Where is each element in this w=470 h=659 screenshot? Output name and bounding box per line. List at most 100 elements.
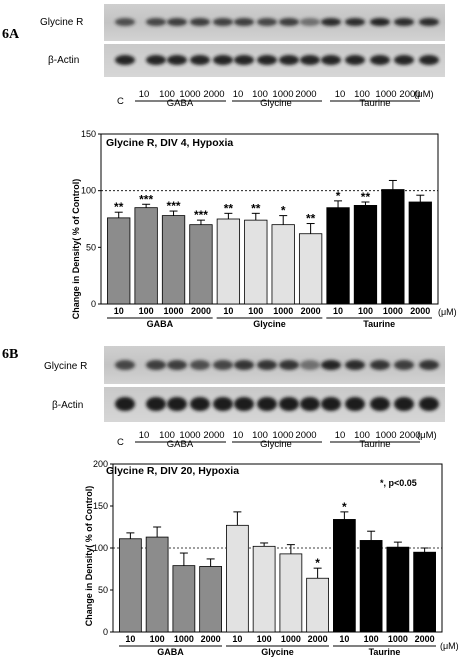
blot-band xyxy=(146,55,166,65)
chart-a-title: Glycine R, DIV 4, Hypoxia xyxy=(106,137,233,149)
blot-lane-label: 100 xyxy=(354,89,370,100)
y-tick-label: 150 xyxy=(81,129,96,139)
blot-b-control-label: C xyxy=(117,437,124,448)
blot-lane-label: 1000 xyxy=(375,430,396,441)
blot-band xyxy=(167,55,187,65)
blot-a-actin-bands xyxy=(115,55,439,65)
bar xyxy=(189,224,213,305)
x-tick-label: 2000 xyxy=(191,306,211,316)
blot-band xyxy=(370,55,390,65)
bar xyxy=(161,215,186,305)
y-tick-label: 0 xyxy=(91,299,96,309)
bar xyxy=(408,201,432,305)
chart-frame xyxy=(100,133,439,305)
x-tick-label: 10 xyxy=(339,634,349,644)
blot-band xyxy=(190,55,210,65)
bar xyxy=(145,536,169,633)
bar xyxy=(413,551,436,633)
blot-band xyxy=(257,18,277,26)
group-label: GABA xyxy=(157,647,184,657)
blot-band xyxy=(419,55,439,65)
chart-a-ylabel: Change in Density( % of Control) xyxy=(71,179,81,320)
blot-band xyxy=(370,18,390,26)
blot-band xyxy=(146,360,166,370)
blot-lane-label: 2000 xyxy=(295,89,316,100)
x-tick-label: 1000 xyxy=(164,306,184,316)
significance-marker: * xyxy=(281,204,286,218)
blot-band xyxy=(321,55,341,65)
blot-a-group-labels: GABA Glycine Taurine xyxy=(135,98,420,109)
significance-marker: * xyxy=(336,189,341,203)
blot-lane-label: 1000 xyxy=(375,89,396,100)
blot-band xyxy=(213,55,233,65)
chart-a: Glycine R, DIV 4, Hypoxia Change in Dens… xyxy=(71,129,457,329)
x-tick-label: 2000 xyxy=(201,634,221,644)
bar xyxy=(386,546,410,633)
blot-lane-label: 1000 xyxy=(179,89,200,100)
blot-lane-label: 2000 xyxy=(203,89,224,100)
bar xyxy=(353,204,378,305)
blot-band xyxy=(213,360,233,370)
x-tick-label: 10 xyxy=(114,306,124,316)
blot-band xyxy=(115,360,135,370)
chart-b-unit: (μM) xyxy=(440,641,459,651)
bar xyxy=(216,218,241,305)
blot-band xyxy=(370,360,390,370)
blot-lane-label: 10 xyxy=(335,89,346,100)
blot-band xyxy=(234,360,254,370)
blot-band xyxy=(345,18,365,26)
blot-b-actin-bands xyxy=(115,397,439,411)
blot-band xyxy=(190,397,210,411)
blot-lane-label: 100 xyxy=(159,430,175,441)
y-tick-label: 100 xyxy=(81,186,96,196)
blot-a-glycine-r-bands xyxy=(115,18,439,26)
blot-a-lane-labels: 10 100 1000 2000 10 100 1000 2000 10 100 1000 2000 xyxy=(139,89,421,100)
blot-lane-label: 2000 xyxy=(295,430,316,441)
x-tick-label: 1000 xyxy=(388,634,408,644)
blot-band xyxy=(321,360,341,370)
blot-band xyxy=(279,360,299,370)
bar xyxy=(134,207,158,305)
x-tick-label: 100 xyxy=(248,306,263,316)
blot-a-row-label-glycine-r: Glycine R xyxy=(40,17,83,28)
blot-lane-label: 10 xyxy=(335,430,346,441)
blot-b-row-label-actin: β-Actin xyxy=(52,400,83,411)
x-tick-label: 2000 xyxy=(301,306,321,316)
blot-b-unit: (μM) xyxy=(417,430,437,441)
chart-b-title: Glycine R, DIV 20, Hypoxia xyxy=(106,465,239,477)
blot-band xyxy=(234,55,254,65)
bar xyxy=(199,566,222,633)
significance-marker: ** xyxy=(251,201,261,215)
chart-b-significance-legend: *, p<0.05 xyxy=(380,478,417,488)
x-tick-label: 10 xyxy=(223,306,233,316)
y-tick-label: 100 xyxy=(93,543,108,553)
y-tick-label: 50 xyxy=(86,242,96,252)
chart-b: Glycine R, DIV 20, Hypoxia *, p<0.05 Cha… xyxy=(84,459,459,657)
x-tick-label: 100 xyxy=(139,306,154,316)
blot-band xyxy=(190,18,210,26)
blot-b-group-labels: GABA Glycine Taurine xyxy=(135,439,420,450)
bar xyxy=(107,217,131,305)
blot-band xyxy=(146,397,166,411)
significance-marker: *** xyxy=(167,199,181,213)
blot-band xyxy=(213,18,233,26)
blot-lane-label: 2000 xyxy=(203,430,224,441)
blot-group-label: Taurine xyxy=(359,98,390,109)
blot-band xyxy=(167,397,187,411)
bar xyxy=(326,207,350,305)
blot-band xyxy=(300,397,320,411)
blot-group-label: GABA xyxy=(167,439,194,450)
blot-group-label: GABA xyxy=(167,98,194,109)
bar xyxy=(271,224,295,305)
blot-band xyxy=(234,397,254,411)
blot-band xyxy=(394,360,414,370)
bar xyxy=(244,219,268,305)
blot-band xyxy=(345,55,365,65)
blot-lane-label: 100 xyxy=(252,430,268,441)
blot-band xyxy=(234,18,254,26)
blot-band xyxy=(300,18,320,26)
blot-band xyxy=(146,18,166,26)
blot-band xyxy=(345,397,365,411)
x-tick-label: 2000 xyxy=(308,634,328,644)
blot-band xyxy=(279,397,299,411)
